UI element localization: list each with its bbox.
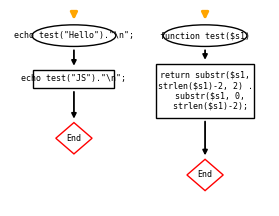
Text: End: End (198, 170, 213, 179)
Bar (33, 70, 114, 88)
Text: return substr($s1,
strlen($s1)-2, 2) .
  substr($s1, 0,
  strlen($s1)-2);: return substr($s1, strlen($s1)-2, 2) . s… (158, 71, 252, 111)
Bar (156, 64, 254, 118)
Polygon shape (187, 159, 223, 191)
Text: echo test("Hello")."\n";: echo test("Hello")."\n"; (14, 31, 134, 40)
Ellipse shape (32, 25, 116, 46)
Text: End: End (66, 134, 81, 143)
Polygon shape (56, 123, 92, 154)
Ellipse shape (163, 25, 247, 46)
Text: function test($s1): function test($s1) (160, 31, 250, 40)
Text: echo test("JS")."\n";: echo test("JS")."\n"; (21, 74, 126, 83)
